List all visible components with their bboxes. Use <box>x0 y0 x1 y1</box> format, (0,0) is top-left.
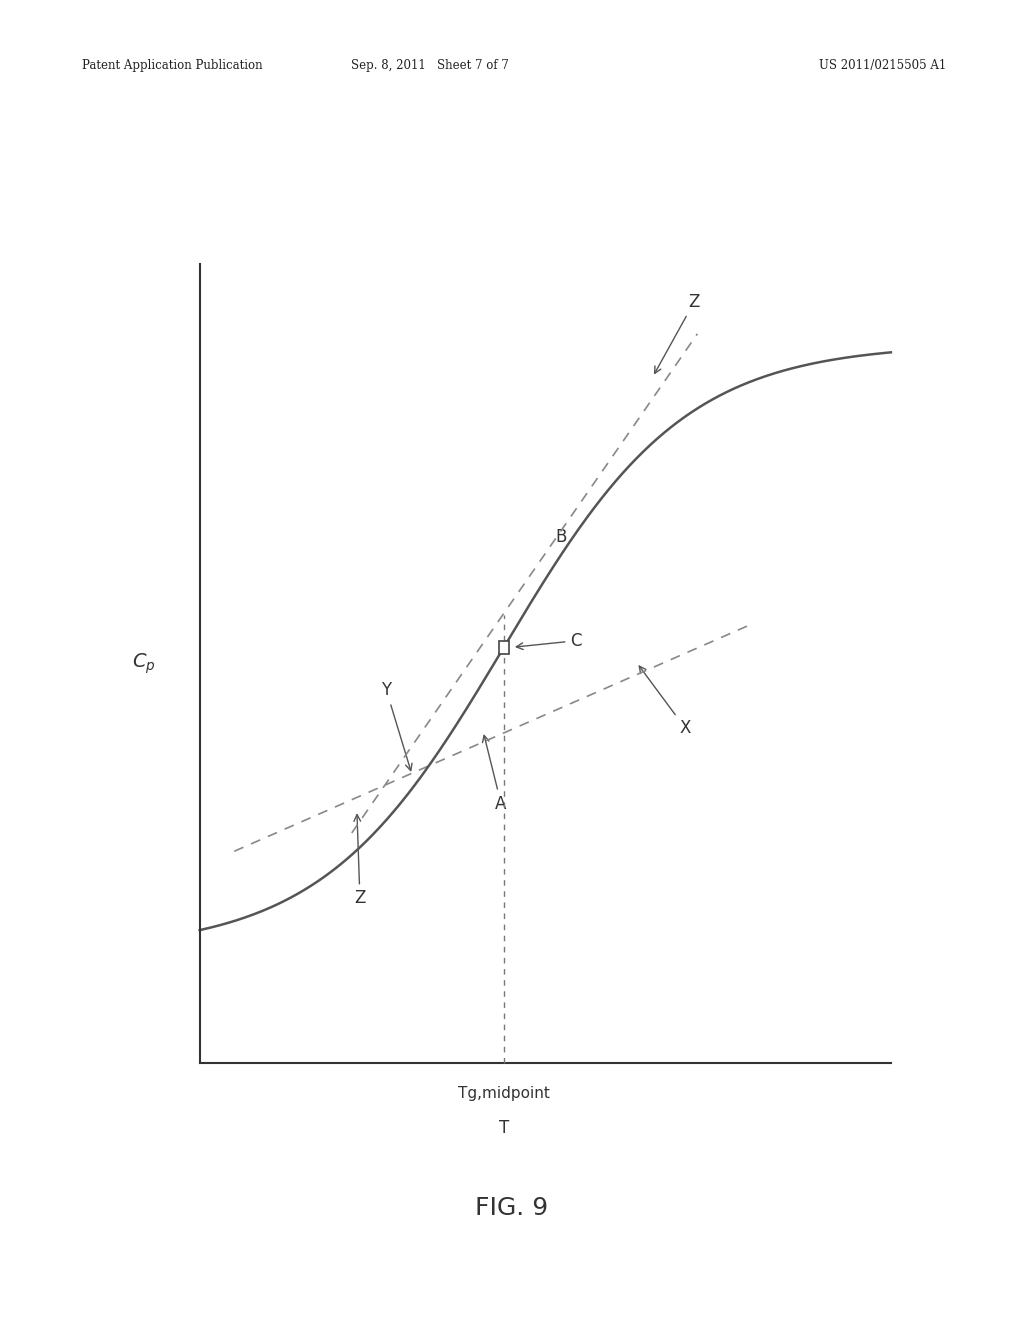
Text: Sep. 8, 2011   Sheet 7 of 7: Sep. 8, 2011 Sheet 7 of 7 <box>351 59 509 73</box>
Text: Z: Z <box>654 293 699 374</box>
Text: C: C <box>516 632 582 649</box>
Text: $C_p$: $C_p$ <box>131 651 156 676</box>
Text: T: T <box>499 1119 509 1138</box>
Text: X: X <box>639 667 691 738</box>
Text: A: A <box>482 735 507 813</box>
Text: FIG. 9: FIG. 9 <box>475 1196 549 1220</box>
Text: Patent Application Publication: Patent Application Publication <box>82 59 262 73</box>
Text: Z: Z <box>354 814 366 907</box>
Text: Y: Y <box>381 681 412 771</box>
Text: US 2011/0215505 A1: US 2011/0215505 A1 <box>819 59 946 73</box>
Text: Tg,midpoint: Tg,midpoint <box>458 1086 550 1101</box>
Text: B: B <box>555 528 567 546</box>
